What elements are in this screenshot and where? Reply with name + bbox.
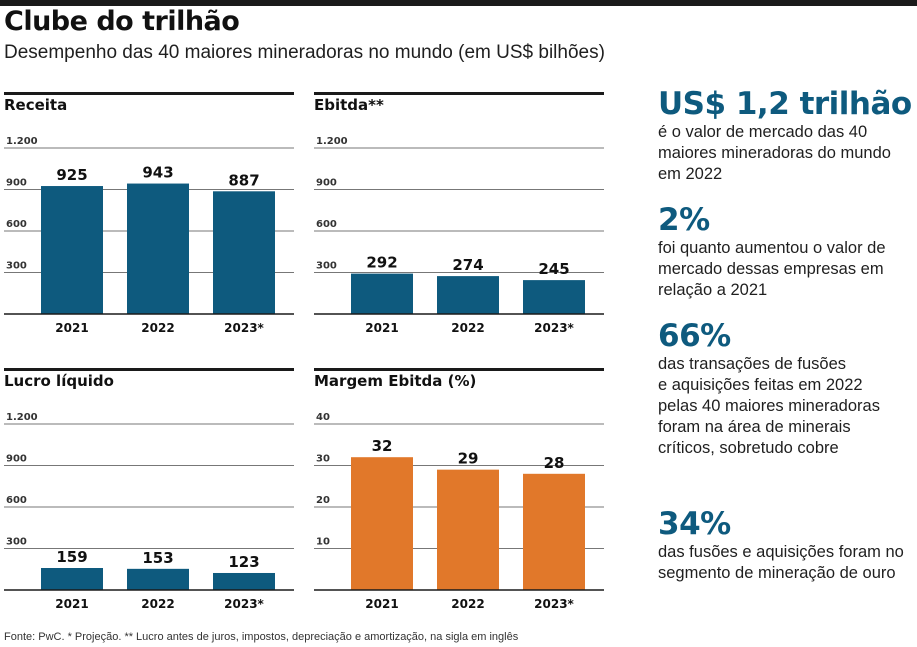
- x-tick-label: 2023*: [224, 321, 264, 335]
- y-tick-label: 900: [6, 454, 27, 465]
- y-tick-label: 600: [6, 495, 27, 506]
- fact-critical-minerals: 66% das transações de fusões e aquisiçõe…: [658, 318, 880, 459]
- y-tick-label: 1.200: [316, 136, 348, 147]
- y-tick-label: 1.200: [6, 412, 38, 423]
- x-tick-label: 2021: [365, 597, 398, 611]
- data-label: 159: [56, 548, 87, 566]
- y-tick-label: 900: [6, 178, 27, 189]
- source-note: Fonte: PwC. * Projeção. ** Lucro antes d…: [4, 631, 519, 643]
- chart-margem-ebitda: Margem Ebitda (%) 10 20 30 40 32 2021 29 2022 28…: [314, 368, 604, 618]
- page-title: Clube do trilhão: [4, 6, 240, 37]
- page-subtitle: Desempenho das 40 maiores mineradoras no…: [4, 42, 605, 63]
- y-tick-label: 40: [316, 412, 330, 423]
- x-tick-label: 2021: [55, 597, 88, 611]
- fact-gold: 34% das fusões e aquisições foram no seg…: [658, 506, 904, 584]
- y-tick-label: 10: [316, 537, 330, 548]
- panel-rule: [4, 368, 294, 371]
- chart-svg: 300 600 900 1.200 292 2021 274 2022 245 2023*: [314, 136, 604, 335]
- data-label: 943: [142, 164, 173, 182]
- data-label: 123: [228, 553, 259, 571]
- x-tick-label: 2022: [451, 597, 484, 611]
- bar-2022: [127, 568, 189, 590]
- y-tick-label: 20: [316, 495, 330, 506]
- data-label: 28: [544, 454, 565, 472]
- data-label: 292: [366, 254, 397, 272]
- y-tick-label: 300: [6, 261, 27, 272]
- y-tick-label: 600: [6, 219, 27, 230]
- y-tick-label: 300: [316, 261, 337, 272]
- panel-rule: [314, 92, 604, 95]
- x-tick-label: 2021: [365, 321, 398, 335]
- x-tick-label: 2022: [141, 321, 174, 335]
- bar-2022: [127, 183, 189, 314]
- fact-description: foi quanto aumentou o valor de mercado d…: [658, 239, 886, 299]
- fact-highlight: 2%: [658, 202, 710, 238]
- fact-description: é o valor de mercado das 40 maiores mine…: [658, 123, 891, 183]
- y-tick-label: 300: [6, 537, 27, 548]
- y-tick-label: 900: [316, 178, 337, 189]
- fact-highlight: US$ 1,2 trilhão: [658, 86, 912, 122]
- data-label: 29: [458, 450, 479, 468]
- chart-svg: 300 600 900 1.200 159 2021 153 2022 123 2023*: [4, 412, 294, 611]
- fact-description: das fusões e aquisições foram no segment…: [658, 543, 904, 582]
- x-tick-label: 2023*: [534, 597, 574, 611]
- bar-2021: [351, 273, 413, 314]
- bar-2023: [213, 191, 275, 314]
- chart-receita: Receita 300 600 900 1.200 925 2021 943 2022 887 2…: [4, 92, 294, 342]
- fact-highlight: 66%: [658, 318, 731, 354]
- bar-2022: [437, 469, 499, 590]
- x-tick-label: 2022: [451, 321, 484, 335]
- fact-highlight: 34%: [658, 506, 731, 542]
- y-tick-label: 600: [316, 219, 337, 230]
- bar-2023: [523, 280, 585, 314]
- bar-2021: [351, 457, 413, 590]
- bar-2021: [41, 568, 103, 590]
- fact-description: das transações de fusões e aquisições fe…: [658, 355, 880, 457]
- bar-2023: [523, 473, 585, 590]
- fact-growth: 2% foi quanto aumentou o valor de mercad…: [658, 202, 886, 301]
- chart-lucro-liquido: Lucro líquido 300 600 900 1.200 159 2021 153 20…: [4, 368, 294, 618]
- y-tick-label: 30: [316, 454, 330, 465]
- data-label: 32: [372, 437, 393, 455]
- x-tick-label: 2023*: [534, 321, 574, 335]
- chart-title: Ebitda**: [314, 96, 384, 114]
- top-rule: [0, 0, 917, 6]
- data-label: 887: [228, 171, 259, 189]
- bar-2021: [41, 186, 103, 314]
- chart-ebitda: Ebitda** 300 600 900 1.200 292 2021 274 2022 245…: [314, 92, 604, 342]
- chart-title: Receita: [4, 96, 68, 114]
- panel-rule: [4, 92, 294, 95]
- x-tick-label: 2021: [55, 321, 88, 335]
- data-label: 274: [452, 256, 483, 274]
- chart-title: Lucro líquido: [4, 372, 114, 390]
- data-label: 925: [56, 166, 87, 184]
- data-label: 245: [538, 260, 569, 278]
- chart-title: Margem Ebitda (%): [314, 372, 477, 390]
- bar-2023: [213, 572, 275, 590]
- chart-svg: 300 600 900 1.200 925 2021 943 2022 887 2023*: [4, 136, 294, 335]
- fact-market-value: US$ 1,2 trilhão é o valor de mercado das…: [658, 86, 912, 185]
- y-tick-label: 1.200: [6, 136, 38, 147]
- x-tick-label: 2023*: [224, 597, 264, 611]
- bar-2022: [437, 276, 499, 314]
- data-label: 153: [142, 549, 173, 567]
- chart-svg: 10 20 30 40 32 2021 29 2022 28 2023*: [314, 412, 604, 611]
- x-tick-label: 2022: [141, 597, 174, 611]
- panel-rule: [314, 368, 604, 371]
